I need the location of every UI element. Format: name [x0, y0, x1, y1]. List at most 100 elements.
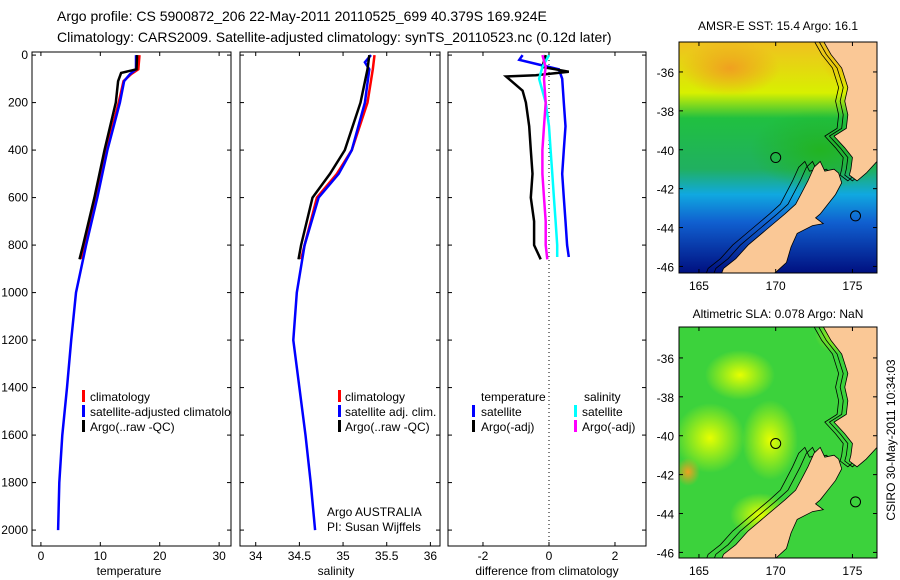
- legend-swatch-temp-satellite: [472, 405, 475, 417]
- land-north-island: [822, 327, 877, 468]
- series-line-satellite-adjusted-climatology: [56, 55, 138, 531]
- legend-swatch-temp-argo: [472, 420, 475, 432]
- lon-tick-label: 165: [689, 279, 709, 293]
- sla-high-patch: [679, 458, 700, 486]
- salinity-legend: climatology satellite adj. clim. Argo(..…: [338, 390, 436, 434]
- annotation-pi: PI: Susan Wijffels: [327, 520, 421, 534]
- legend-label-sal-satellite: satellite: [582, 405, 623, 419]
- argo-position-marker: [770, 152, 782, 164]
- temperature-axes-box: [31, 51, 232, 547]
- sla-map-panel: Altimetric SLA: 0.078 Argo: NaN 165 170 17…: [657, 307, 878, 578]
- lat-tick-label: -42: [657, 183, 675, 197]
- series-group: [292, 54, 376, 531]
- salinity-xlabel: salinity: [318, 564, 355, 578]
- y-tick-label: 400: [8, 143, 28, 157]
- y-tick-label: 1000: [1, 286, 28, 300]
- temperature-panel: temperature climatology satellite-adjust…: [1, 48, 243, 578]
- series-group: [502, 54, 571, 260]
- sla-high-patch: [679, 403, 745, 473]
- lon-tick-label: 170: [766, 279, 786, 293]
- sst-warm-patch: [680, 42, 780, 96]
- y-tick-label: 1600: [1, 428, 28, 442]
- header-line-2: Climatology: CARS2009. Satellite-adjuste…: [57, 29, 612, 45]
- legend-label-argo: Argo(..raw -QC): [90, 420, 175, 434]
- x-tick-label: 35.5: [375, 549, 399, 563]
- sla-map-frame: [678, 326, 878, 559]
- lon-tick-label: 175: [842, 279, 862, 293]
- lat-tick-label: -38: [657, 391, 675, 405]
- y-tick-label: 2000: [1, 523, 28, 537]
- legend-label-satellite: satellite-adjusted climatology: [90, 405, 243, 419]
- lon-tick-label: 175: [842, 564, 862, 578]
- legend-swatch-sal-argo: [574, 420, 577, 432]
- lat-tick-label: -44: [657, 508, 675, 522]
- legend-label-climatology: climatology: [90, 390, 150, 404]
- legend-label-temp-satellite: satellite: [481, 405, 522, 419]
- salinity-axes-box: [239, 51, 441, 547]
- lat-tick-label: -42: [657, 469, 675, 483]
- legend-swatch-satellite: [338, 405, 341, 417]
- sst-map-panel: AMSR-E SST: 15.4 Argo: 16.1 165 170 175 -36…: [657, 19, 878, 293]
- series-line-argo-raw-qc-: [78, 55, 139, 260]
- land-north-island: [823, 42, 877, 182]
- difference-axes-box: [447, 51, 647, 547]
- x-tick-label: 2: [612, 549, 619, 563]
- y-tick-label: 200: [8, 96, 28, 110]
- lat-tick-label: -46: [657, 260, 675, 274]
- legend-header-temperature: temperature: [481, 390, 546, 404]
- x-tick-label: 0: [38, 549, 45, 563]
- series-line-temperature-satellite: [517, 54, 571, 258]
- y-tick-label: 1400: [1, 381, 28, 395]
- difference-xlabel: difference from climatology: [475, 564, 618, 578]
- argo-position-marker: [850, 496, 862, 508]
- x-tick-label: 35: [336, 549, 350, 563]
- x-tick-label: 20: [153, 549, 167, 563]
- sla-map-title: Altimetric SLA: 0.078 Argo: NaN: [693, 307, 864, 321]
- lat-tick-label: -46: [657, 546, 675, 560]
- land-south-island: [721, 160, 843, 273]
- land-south-island: [721, 446, 843, 558]
- x-tick-label: -2: [478, 549, 489, 563]
- lat-tick-label: -40: [657, 430, 675, 444]
- legend-label-temp-argo: Argo(-adj): [481, 420, 534, 434]
- series-line-salinity-satellite: [537, 54, 559, 257]
- sla-high-patch: [742, 400, 798, 480]
- lat-tick-label: -36: [657, 352, 675, 366]
- argo-position-marker: [850, 210, 862, 222]
- legend-label-climatology: climatology: [345, 390, 405, 404]
- header-line-1: Argo profile: CS 5900872_206 22-May-2011…: [57, 8, 547, 24]
- lat-tick-label: -44: [657, 222, 675, 236]
- annotation-argo-australia: Argo AUSTRALIA: [327, 505, 422, 519]
- legend-label-sal-argo: Argo(-adj): [582, 420, 635, 434]
- y-tick-label: 1800: [1, 476, 28, 490]
- legend-swatch-argo: [338, 420, 341, 432]
- x-tick-label: 36: [424, 549, 438, 563]
- y-tick-label: 800: [8, 238, 28, 252]
- series-line-argo-raw-qc-: [297, 54, 371, 260]
- temperature-xlabel: temperature: [97, 564, 162, 578]
- difference-legend: temperature salinity satellite Argo(-adj…: [472, 390, 635, 434]
- x-tick-label: 30: [212, 549, 226, 563]
- lat-tick-label: -36: [657, 66, 675, 80]
- sla-high-patch: [705, 350, 775, 400]
- y-tick-label: 600: [8, 191, 28, 205]
- series-line-temperature-argo-adj-: [502, 54, 570, 260]
- legend-swatch-sal-satellite: [574, 405, 577, 417]
- legend-swatch-climatology: [82, 390, 85, 402]
- lon-tick-label: 170: [766, 564, 786, 578]
- legend-swatch-argo: [82, 420, 85, 432]
- x-tick-label: 0: [546, 549, 553, 563]
- sst-map-frame: [678, 41, 878, 274]
- legend-header-salinity: salinity: [584, 390, 621, 404]
- legend-swatch-satellite: [82, 405, 85, 417]
- lat-tick-label: -38: [657, 105, 675, 119]
- y-tick-label: 1200: [1, 333, 28, 347]
- lat-tick-label: -40: [657, 144, 675, 158]
- lon-tick-label: 165: [689, 564, 709, 578]
- temperature-legend: climatology satellite-adjusted climatolo…: [82, 390, 243, 434]
- series-group: [56, 54, 141, 531]
- difference-panel: difference from climatology temperature …: [447, 51, 647, 578]
- y-tick-label: 0: [21, 48, 28, 62]
- x-tick-label: 34: [249, 549, 263, 563]
